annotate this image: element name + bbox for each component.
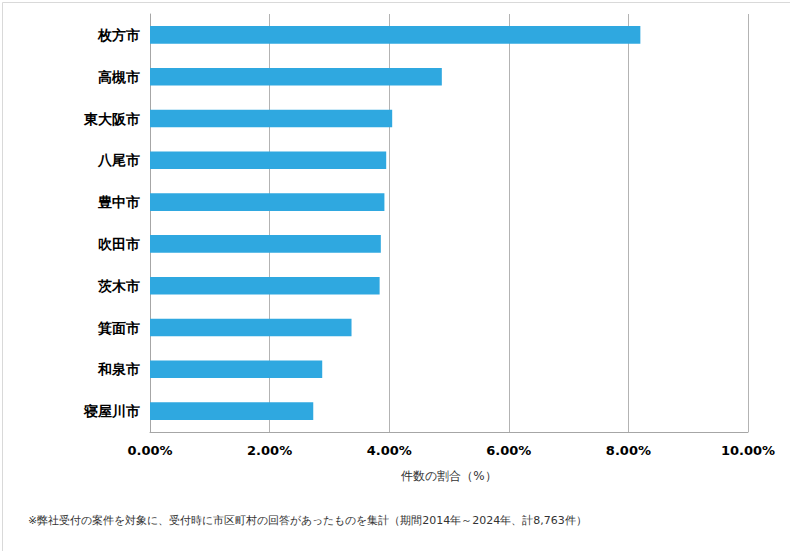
svg-text:箕面市: 箕面市 [97,320,140,336]
svg-text:東大阪市: 東大阪市 [83,111,140,127]
svg-text:茨木市: 茨木市 [97,278,140,294]
svg-text:八尾市: 八尾市 [97,152,140,168]
svg-text:10.00%: 10.00% [721,443,775,458]
svg-text:※弊社受付の案件を対象に、受付時に市区町村の回答があったもの: ※弊社受付の案件を対象に、受付時に市区町村の回答があったものを集計（期間2014… [28,514,587,527]
svg-text:和泉市: 和泉市 [97,361,140,377]
svg-text:吹田市: 吹田市 [98,236,140,252]
svg-text:0.00%: 0.00% [127,443,172,458]
svg-text:寝屋川市: 寝屋川市 [83,403,140,419]
svg-text:4.00%: 4.00% [367,443,412,458]
svg-text:6.00%: 6.00% [486,443,531,458]
svg-text:件数の割合（%）: 件数の割合（%） [401,469,496,483]
svg-text:8.00%: 8.00% [606,443,651,458]
svg-text:豊中市: 豊中市 [97,194,140,210]
svg-text:枚方市: 枚方市 [97,27,140,43]
svg-text:2.00%: 2.00% [247,443,292,458]
svg-text:高槻市: 高槻市 [98,69,140,85]
